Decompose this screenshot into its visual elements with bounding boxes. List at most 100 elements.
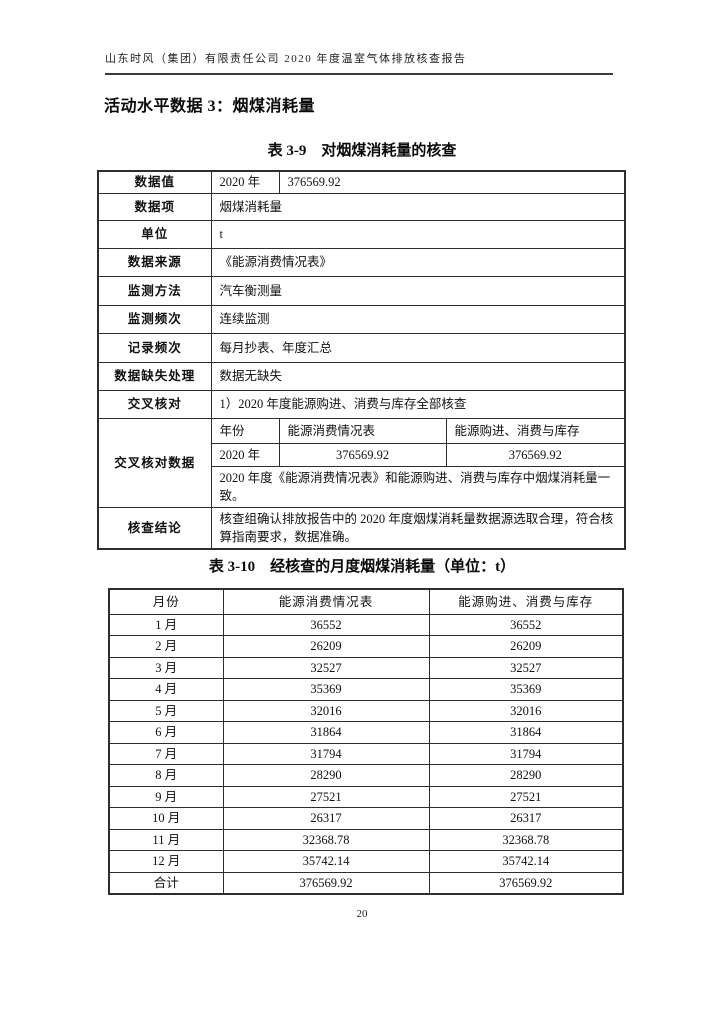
table-row: 数据值 2020 年 376569.92 (97, 170, 626, 194)
row-label-unit: 单位 (97, 219, 212, 249)
unit-cell: t (210, 219, 626, 249)
record-frequency-cell: 每月抄表、年度汇总 (210, 332, 626, 363)
monthly-table-row: 8 月 28290 28290 (108, 764, 624, 787)
purchase-stock-value-cell: 26209 (428, 635, 624, 658)
month-cell: 6 月 (108, 721, 224, 744)
nested-header-purchase-stock: 能源购进、消费与库存 (445, 417, 626, 444)
monthly-table-row: 9 月 27521 27521 (108, 785, 624, 808)
data-value-year-cell: 2020 年 (210, 170, 280, 194)
month-cell: 12 月 (108, 850, 224, 873)
monthly-table-row: 合计 376569.92 376569.92 (108, 871, 624, 894)
purchase-stock-value-cell: 376569.92 (428, 871, 624, 894)
monthly-table-row: 6 月 31864 31864 (108, 721, 624, 744)
month-cell: 11 月 (108, 828, 224, 851)
monthly-table-row: 5 月 32016 32016 (108, 699, 624, 722)
row-label-cross-check: 交叉核对 (97, 389, 212, 419)
table-row: 单位 t (97, 219, 626, 249)
month-cell: 4 月 (108, 678, 224, 701)
purchase-stock-value-cell: 31794 (428, 742, 624, 765)
cross-check-note-cell: 2020 年度《能源消费情况表》和能源购进、消费与库存中烟煤消耗量一致。 (210, 465, 626, 508)
monitoring-frequency-cell: 连续监测 (210, 304, 626, 334)
running-header: 山东时风（集团）有限责任公司 2020 年度温室气体排放核查报告 (105, 50, 613, 75)
consumption-value-cell: 35369 (222, 678, 430, 701)
consumption-value-cell: 31864 (222, 721, 430, 744)
consumption-value-cell: 35742.14 (222, 850, 430, 873)
month-cell: 3 月 (108, 656, 224, 679)
nested-value-cell: 376569.92 (278, 442, 447, 467)
monthly-table-row: 1 月 36552 36552 (108, 613, 624, 636)
row-label-monitoring-frequency: 监测频次 (97, 304, 212, 334)
purchase-stock-value-cell: 31864 (428, 721, 624, 744)
month-cell: 10 月 (108, 807, 224, 830)
row-label-missing-data: 数据缺失处理 (97, 361, 212, 391)
month-cell: 8 月 (108, 764, 224, 787)
monitoring-method-cell: 汽车衡测量 (210, 275, 626, 306)
monthly-table-row: 11 月 32368.78 32368.78 (108, 828, 624, 851)
consumption-value-cell: 32368.78 (222, 828, 430, 851)
consumption-value-cell: 28290 (222, 764, 430, 787)
column-header-purchase-stock: 能源购进、消费与库存 (428, 588, 624, 615)
section-title: 活动水平数据 3：烟煤消耗量 (104, 98, 316, 115)
row-label-record-frequency: 记录频次 (97, 332, 212, 363)
monthly-table-row: 4 月 35369 35369 (108, 678, 624, 701)
monthly-table-body: 1 月 36552 36552 2 月 26209 26209 3 月 3252… (108, 613, 624, 894)
purchase-stock-value-cell: 26317 (428, 807, 624, 830)
row-label-cross-check-data: 交叉核对数据 (97, 417, 212, 508)
table-row: 2020 年度《能源消费情况表》和能源购进、消费与库存中烟煤消耗量一致。 (98, 465, 626, 508)
column-header-consumption-table: 能源消费情况表 (222, 588, 430, 615)
table-row: 数据项 烟煤消耗量 (97, 192, 626, 221)
nested-year-cell: 2020 年 (210, 442, 280, 467)
consumption-value-cell: 27521 (222, 785, 430, 808)
column-header-month: 月份 (108, 588, 224, 615)
monthly-table-row: 7 月 31794 31794 (108, 742, 624, 765)
table-row: 数据来源 《能源消费情况表》 (97, 247, 626, 277)
month-cell: 9 月 (108, 785, 224, 808)
monthly-table-header-row: 月份 能源消费情况表 能源购进、消费与库存 (108, 588, 624, 615)
monthly-consumption-table-3-10: 月份 能源消费情况表 能源购进、消费与库存 1 月 36552 36552 2 … (108, 588, 624, 895)
table-3-10-title: 表 3-10 经核查的月度烟煤消耗量（单位：t） (208, 559, 516, 575)
month-cell: 合计 (108, 871, 224, 894)
monthly-table-row: 12 月 35742.14 35742.14 (108, 850, 624, 873)
nested-header-year: 年份 (210, 417, 280, 444)
table-3-9-title: 表 3-9 对烟煤消耗量的核查 (267, 143, 457, 159)
data-value-cell: 376569.92 (278, 170, 626, 194)
page-number: 20 (356, 908, 368, 920)
purchase-stock-value-cell: 32368.78 (428, 828, 624, 851)
running-header-text: 山东时风（集团）有限责任公司 2020 年度温室气体排放核查报告 (105, 53, 467, 65)
purchase-stock-value-cell: 35369 (428, 678, 624, 701)
consumption-value-cell: 26317 (222, 807, 430, 830)
purchase-stock-value-cell: 36552 (428, 613, 624, 636)
data-item-cell: 烟煤消耗量 (210, 192, 626, 221)
table-row: 监测方法 汽车衡测量 (97, 275, 626, 306)
nested-header-consumption-table: 能源消费情况表 (278, 417, 447, 444)
consumption-value-cell: 32527 (222, 656, 430, 679)
month-cell: 2 月 (108, 635, 224, 658)
monthly-table-row: 2 月 26209 26209 (108, 635, 624, 658)
table-row: 交叉核对数据 年份 能源消费情况表 能源购进、消费与库存 (97, 417, 626, 508)
purchase-stock-value-cell: 35742.14 (428, 850, 624, 873)
row-label-data-item: 数据项 (97, 192, 212, 221)
monthly-table-row: 3 月 32527 32527 (108, 656, 624, 679)
consumption-value-cell: 36552 (222, 613, 430, 636)
consumption-value-cell: 31794 (222, 742, 430, 765)
month-cell: 1 月 (108, 613, 224, 636)
conclusion-cell: 核查组确认排放报告中的 2020 年度烟煤消耗量数据源选取合理，符合核算指南要求… (210, 506, 626, 549)
consumption-value-cell: 26209 (222, 635, 430, 658)
nested-value-cell: 376569.92 (445, 442, 626, 467)
purchase-stock-value-cell: 32527 (428, 656, 624, 679)
table-row: 数据缺失处理 数据无缺失 (97, 361, 626, 391)
month-cell: 5 月 (108, 699, 224, 722)
row-label-conclusion: 核查结论 (97, 506, 212, 549)
consumption-value-cell: 376569.92 (222, 871, 430, 894)
monthly-table-row: 10 月 26317 26317 (108, 807, 624, 830)
verification-table-3-9: 数据值 2020 年 376569.92 数据项 烟煤消耗量 单位 t 数据来源… (97, 170, 626, 550)
table-row: 记录频次 每月抄表、年度汇总 (97, 332, 626, 363)
purchase-stock-value-cell: 28290 (428, 764, 624, 787)
missing-data-cell: 数据无缺失 (210, 361, 626, 391)
cross-check-cell: 1）2020 年度能源购进、消费与库存全部核查 (210, 389, 626, 419)
row-label-data-value: 数据值 (97, 170, 212, 194)
month-cell: 7 月 (108, 742, 224, 765)
table-row: 交叉核对 1）2020 年度能源购进、消费与库存全部核查 (97, 389, 626, 419)
row-label-data-source: 数据来源 (97, 247, 212, 277)
